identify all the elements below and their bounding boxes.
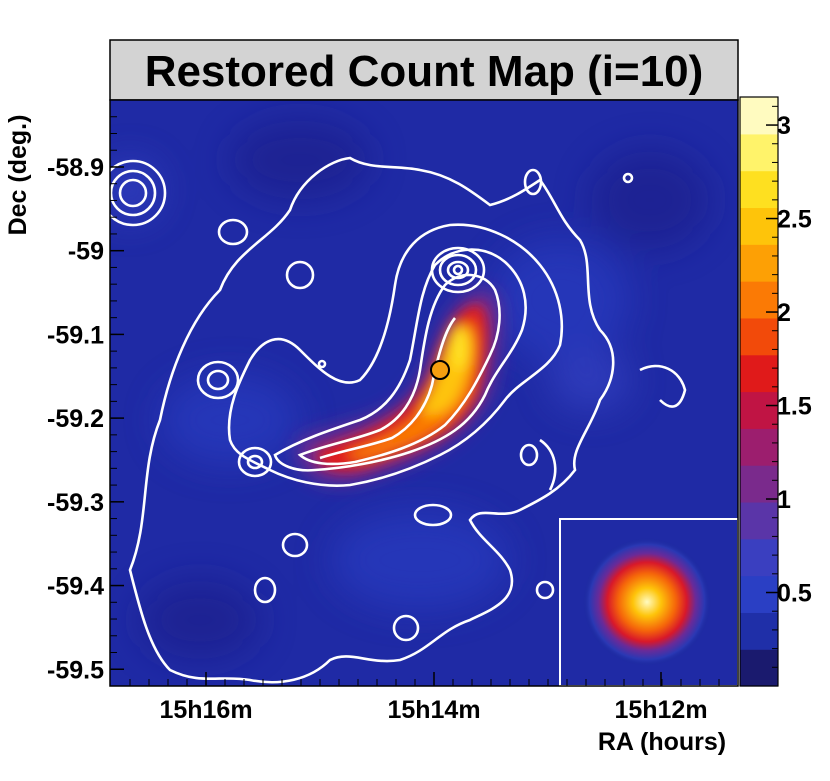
plot-frame [109,99,739,687]
y-tick-label: -59.1 [47,321,104,349]
colorbar-segment [740,428,778,466]
y-tick-label: -59.2 [47,405,104,433]
intensity-contours [110,156,687,684]
psf-inset [559,518,738,686]
colorbar-segment [740,649,778,687]
colorbar-segment [740,244,778,282]
colorbar-tick-label: 1.5 [777,393,812,421]
colorbar-tick-label: 3 [777,112,791,140]
colorbar-segment [740,538,778,577]
y-tick-label: -58.9 [47,154,104,182]
x-tick-label: 15h12m [614,696,707,724]
x-axis-label: RA (hours) [598,728,726,756]
colorbar-tick-label: 1 [777,486,791,514]
colorbar-segment [740,317,778,356]
colorbar-frame [739,96,779,687]
colorbar-tick-label: 0.5 [777,580,812,608]
colorbar-segment [740,133,778,172]
colorbar-segment [740,170,778,209]
x-tick-label: 15h16m [159,696,252,724]
x-axis: 15h16m 15h14m 15h12m [129,672,720,724]
y-tick-label: -59.3 [47,489,104,517]
chart-title: Restored Count Map (i=10) [145,47,704,96]
colorbar-segment [740,97,778,135]
heatmap-area [110,100,738,686]
y-axis: -58.9 -59 -59.1 -59.2 -59.3 -59.4 -59.5 [47,99,124,687]
y-axis-label: Dec (deg.) [4,115,32,236]
colorbar-segment [740,501,778,540]
colorbar-segment [740,281,778,319]
y-tick-label: -59 [68,238,104,266]
title-box [109,39,739,101]
y-tick-label: -59.5 [47,656,104,684]
colorbar-tick-label: 2 [777,299,791,327]
colorbar-segment [740,207,778,245]
colorbar-segment [740,465,778,503]
colorbar: 3 2.5 2 1.5 1 0.5 [739,96,812,687]
y-tick-label: -59.4 [47,573,104,601]
colorbar-segment [740,391,778,429]
colorbar-tick-label: 2.5 [777,206,812,234]
colorbar-segment [740,612,778,650]
colorbar-segment [740,575,778,613]
x-tick-label: 15h14m [387,696,480,724]
colorbar-segment [740,354,778,393]
